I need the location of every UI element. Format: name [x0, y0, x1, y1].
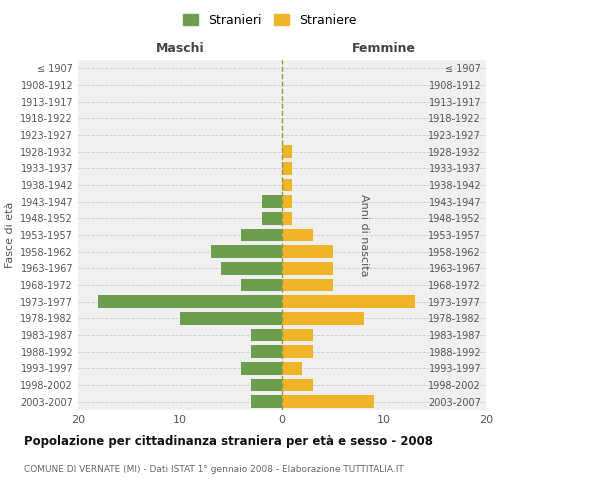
Bar — [282, 179, 292, 192]
Bar — [282, 262, 333, 274]
Bar — [262, 212, 282, 224]
Text: Femmine: Femmine — [352, 42, 416, 55]
Bar — [282, 212, 292, 224]
Bar — [251, 379, 282, 391]
Y-axis label: Fasce di età: Fasce di età — [5, 202, 15, 268]
Bar — [282, 362, 302, 374]
Text: COMUNE DI VERNATE (MI) - Dati ISTAT 1° gennaio 2008 - Elaborazione TUTTITALIA.IT: COMUNE DI VERNATE (MI) - Dati ISTAT 1° g… — [24, 465, 404, 474]
Bar — [180, 312, 282, 324]
Bar — [241, 279, 282, 291]
Bar — [211, 246, 282, 258]
Bar — [282, 279, 333, 291]
Bar — [282, 312, 364, 324]
Bar — [251, 329, 282, 341]
Legend: Stranieri, Straniere: Stranieri, Straniere — [178, 8, 362, 32]
Bar — [98, 296, 282, 308]
Bar — [282, 396, 374, 408]
Text: Popolazione per cittadinanza straniera per età e sesso - 2008: Popolazione per cittadinanza straniera p… — [24, 435, 433, 448]
Bar — [282, 346, 313, 358]
Bar — [282, 246, 333, 258]
Bar — [282, 379, 313, 391]
Bar — [251, 346, 282, 358]
Bar — [282, 229, 313, 241]
Bar — [221, 262, 282, 274]
Bar — [282, 196, 292, 208]
Bar — [251, 396, 282, 408]
Bar — [241, 229, 282, 241]
Bar — [241, 362, 282, 374]
Text: Maschi: Maschi — [155, 42, 205, 55]
Bar — [282, 162, 292, 174]
Bar — [282, 296, 415, 308]
Bar — [282, 146, 292, 158]
Y-axis label: Anni di nascita: Anni di nascita — [359, 194, 369, 276]
Bar — [262, 196, 282, 208]
Bar — [282, 329, 313, 341]
